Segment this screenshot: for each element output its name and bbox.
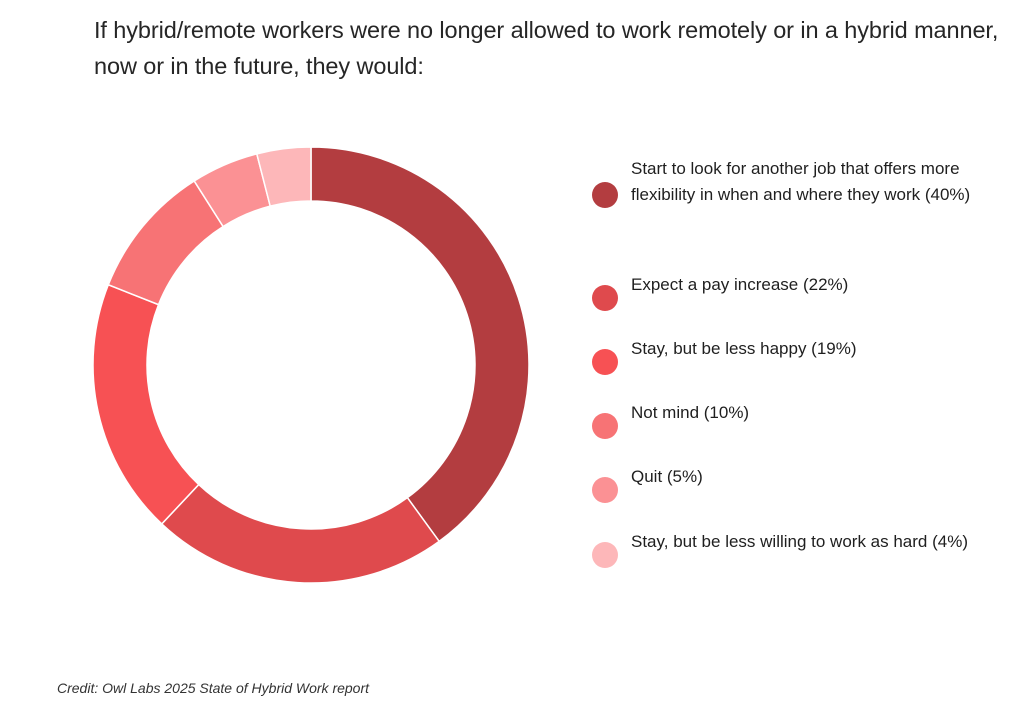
chart-title: If hybrid/remote workers were no longer …	[94, 17, 999, 79]
legend-label-2: Expect a pay increase (22%)	[631, 275, 849, 294]
legend-label-5: Quit (5%)	[631, 467, 703, 486]
legend-swatch-1	[592, 182, 618, 208]
donut-slice-2	[160, 483, 441, 584]
legend-swatch-4	[592, 413, 618, 439]
credit-text: Credit: Owl Labs 2025 State of Hybrid Wo…	[57, 680, 370, 696]
donut-slice-6	[255, 146, 312, 208]
legend-label-6: Stay, but be less willing to work as har…	[631, 532, 968, 551]
donut-slice-1	[310, 146, 530, 543]
legend-label-1: Start to look for another job that offer…	[631, 159, 971, 204]
legend-swatch-5	[592, 477, 618, 503]
legend-swatch-6	[592, 542, 618, 568]
donut-slice-3	[92, 283, 200, 525]
legend-swatch-2	[592, 285, 618, 311]
legend-label-4: Not mind (10%)	[631, 403, 750, 422]
legend-label-3: Stay, but be less happy (19%)	[631, 339, 857, 358]
legend-swatch-3	[592, 349, 618, 375]
